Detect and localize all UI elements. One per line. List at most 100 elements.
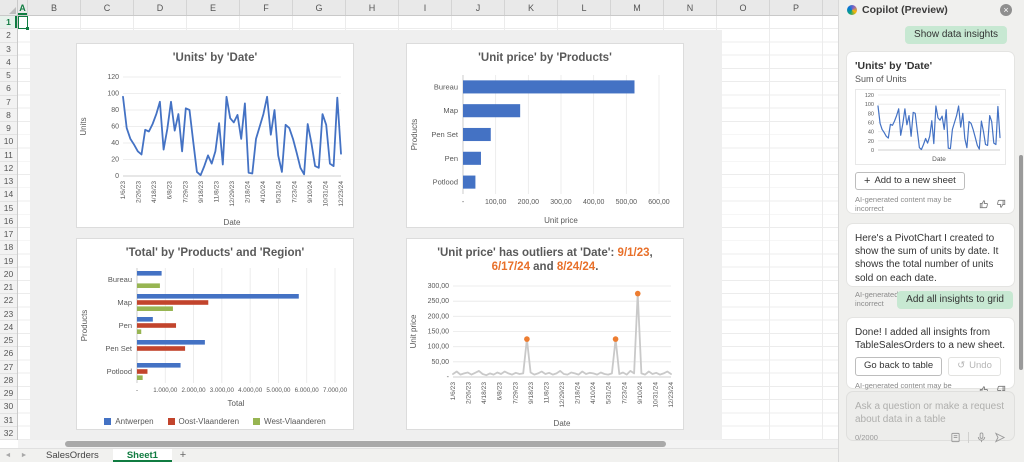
horizontal-scrollbar[interactable] (18, 440, 838, 448)
svg-text:4/18/23: 4/18/23 (151, 181, 158, 203)
column-header-N[interactable]: N (664, 0, 717, 15)
svg-text:Units: Units (79, 117, 88, 135)
row-header-10[interactable]: 10 (0, 135, 17, 149)
input-toolbar: 0/2000 (855, 432, 1006, 443)
svg-text:200,00: 200,00 (518, 199, 540, 206)
row-header-29[interactable]: 29 (0, 387, 17, 401)
svg-text:100: 100 (865, 102, 874, 108)
microphone-icon[interactable] (976, 432, 987, 443)
row-header-1[interactable]: 1 (0, 16, 17, 30)
go-back-to-table-button[interactable]: Go back to table (855, 357, 943, 376)
chart-total-by-products-region[interactable]: 'Total' by 'Products' and 'Region' - 1.00… (76, 238, 354, 430)
horizontal-scrollbar-thumb[interactable] (65, 441, 666, 447)
row-header-9[interactable]: 9 (0, 122, 17, 136)
add-sheet-button[interactable]: + (179, 449, 187, 461)
svg-text:12/23/24: 12/23/24 (338, 181, 345, 207)
row-header-24[interactable]: 24 (0, 321, 17, 334)
close-icon[interactable]: × (1000, 4, 1012, 16)
svg-text:300,00: 300,00 (428, 283, 450, 290)
row-header-13[interactable]: 13 (0, 175, 17, 189)
divider (968, 432, 969, 443)
row-header-21[interactable]: 21 (0, 281, 17, 295)
copilot-input-box[interactable]: Ask a question or make a request about d… (847, 392, 1014, 443)
row-header-22[interactable]: 22 (0, 294, 17, 308)
row-header-12[interactable]: 12 (0, 162, 17, 175)
row-header-18[interactable]: 18 (0, 241, 17, 255)
chart-unit-price-outliers[interactable]: 'Unit price' has outliers at 'Date': 9/1… (406, 238, 684, 430)
column-header-A[interactable]: A (18, 0, 28, 15)
add-to-new-sheet-button[interactable]: + Add to a new sheet (855, 172, 965, 191)
column-header-G[interactable]: G (293, 0, 346, 15)
row-header-27[interactable]: 27 (0, 361, 17, 374)
show-data-insights-button[interactable]: Show data insights (905, 26, 1007, 44)
svg-text:Potlood: Potlood (433, 178, 458, 187)
row-header-8[interactable]: 8 (0, 109, 17, 122)
svg-text:Products: Products (410, 119, 419, 151)
row-header-30[interactable]: 30 (0, 400, 17, 414)
row-header-20[interactable]: 20 (0, 268, 17, 281)
column-header-H[interactable]: H (346, 0, 399, 15)
sheet-tab-salesorders[interactable]: SalesOrders (46, 450, 99, 461)
svg-text:Map: Map (443, 106, 458, 115)
row-header-15[interactable]: 15 (0, 202, 17, 215)
copilot-scrollbar-thumb[interactable] (1019, 155, 1023, 370)
column-header-I[interactable]: I (399, 0, 452, 15)
column-header-J[interactable]: J (452, 0, 505, 15)
svg-text:-: - (462, 199, 465, 206)
row-header-11[interactable]: 11 (0, 149, 17, 162)
svg-text:2/26/23: 2/26/23 (136, 181, 143, 203)
svg-text:12/23/24: 12/23/24 (668, 382, 675, 408)
row-header-32[interactable]: 32 (0, 427, 17, 440)
row-header-26[interactable]: 26 (0, 347, 17, 361)
svg-text:300,00: 300,00 (550, 199, 572, 206)
thumbs-up-icon[interactable] (979, 199, 989, 209)
row-header-7[interactable]: 7 (0, 96, 17, 109)
column-header-K[interactable]: K (505, 0, 558, 15)
row-header-5[interactable]: 5 (0, 69, 17, 83)
row-header-23[interactable]: 23 (0, 308, 17, 321)
row-header-16[interactable]: 16 (0, 215, 17, 228)
send-icon[interactable] (994, 432, 1006, 443)
select-all-corner[interactable] (0, 0, 18, 16)
svg-text:250,00: 250,00 (428, 298, 450, 305)
column-header-D[interactable]: D (134, 0, 187, 15)
row-header-14[interactable]: 14 (0, 188, 17, 202)
chart-unit-price-by-products[interactable]: 'Unit price' by 'Products' - 100,00 200,00… (406, 43, 684, 228)
add-all-insights-button[interactable]: Add all insights to grid (897, 291, 1013, 309)
next-sheet-arrow-icon[interactable]: ► (20, 452, 28, 459)
column-header-B[interactable]: B (28, 0, 81, 15)
column-header-O[interactable]: O (717, 0, 770, 15)
column-header-M[interactable]: M (611, 0, 664, 15)
chart-units-by-date[interactable]: 'Units' by 'Date' 120 100 80 60 40 20 0 1/6/23 2… (76, 43, 354, 228)
active-cell-a1[interactable] (18, 16, 29, 30)
sheet-tab-sheet1[interactable]: Sheet1 (112, 449, 172, 462)
row-header-28[interactable]: 28 (0, 374, 17, 387)
svg-text:150,00: 150,00 (428, 329, 450, 336)
prompt-guide-icon[interactable] (950, 432, 961, 443)
svg-text:2/18/24: 2/18/24 (575, 382, 582, 404)
svg-text:20: 20 (111, 157, 119, 164)
row-header-31[interactable]: 31 (0, 414, 17, 427)
column-header-C[interactable]: C (81, 0, 134, 15)
column-header-E[interactable]: E (187, 0, 240, 15)
row-header-17[interactable]: 17 (0, 228, 17, 242)
row-header-4[interactable]: 4 (0, 56, 17, 69)
row-headers: 1 2 3 4 5 6 7 8 9 10 11 12 13 14 15 16 17 18 19 20 21 22 23 24 2… (0, 16, 18, 440)
column-header-F[interactable]: F (240, 0, 293, 15)
row-header-2[interactable]: 2 (0, 29, 17, 43)
row-header-6[interactable]: 6 (0, 82, 17, 96)
column-header-L[interactable]: L (558, 0, 611, 15)
row-header-3[interactable]: 3 (0, 43, 17, 56)
bar-chart: - 100,00 200,00 300,00 400,00 500,00 600,00 Bur… (410, 75, 670, 225)
char-counter: 0/2000 (855, 433, 878, 442)
undo-button[interactable]: ↺ Undo (948, 357, 1001, 376)
cells-area[interactable]: 'Units' by 'Date' 120 100 80 60 40 20 0 1/6/23 2… (18, 16, 838, 440)
row-header-25[interactable]: 25 (0, 334, 17, 348)
column-header-P[interactable]: P (770, 0, 823, 15)
svg-text:Bureau: Bureau (108, 275, 132, 284)
prev-sheet-arrow-icon[interactable]: ◄ (4, 452, 12, 459)
chart-title: 'Units' by 'Date' (172, 52, 258, 64)
row-header-19[interactable]: 19 (0, 255, 17, 268)
svg-text:4/10/24: 4/10/24 (260, 181, 267, 203)
thumbs-down-icon[interactable] (996, 199, 1006, 209)
